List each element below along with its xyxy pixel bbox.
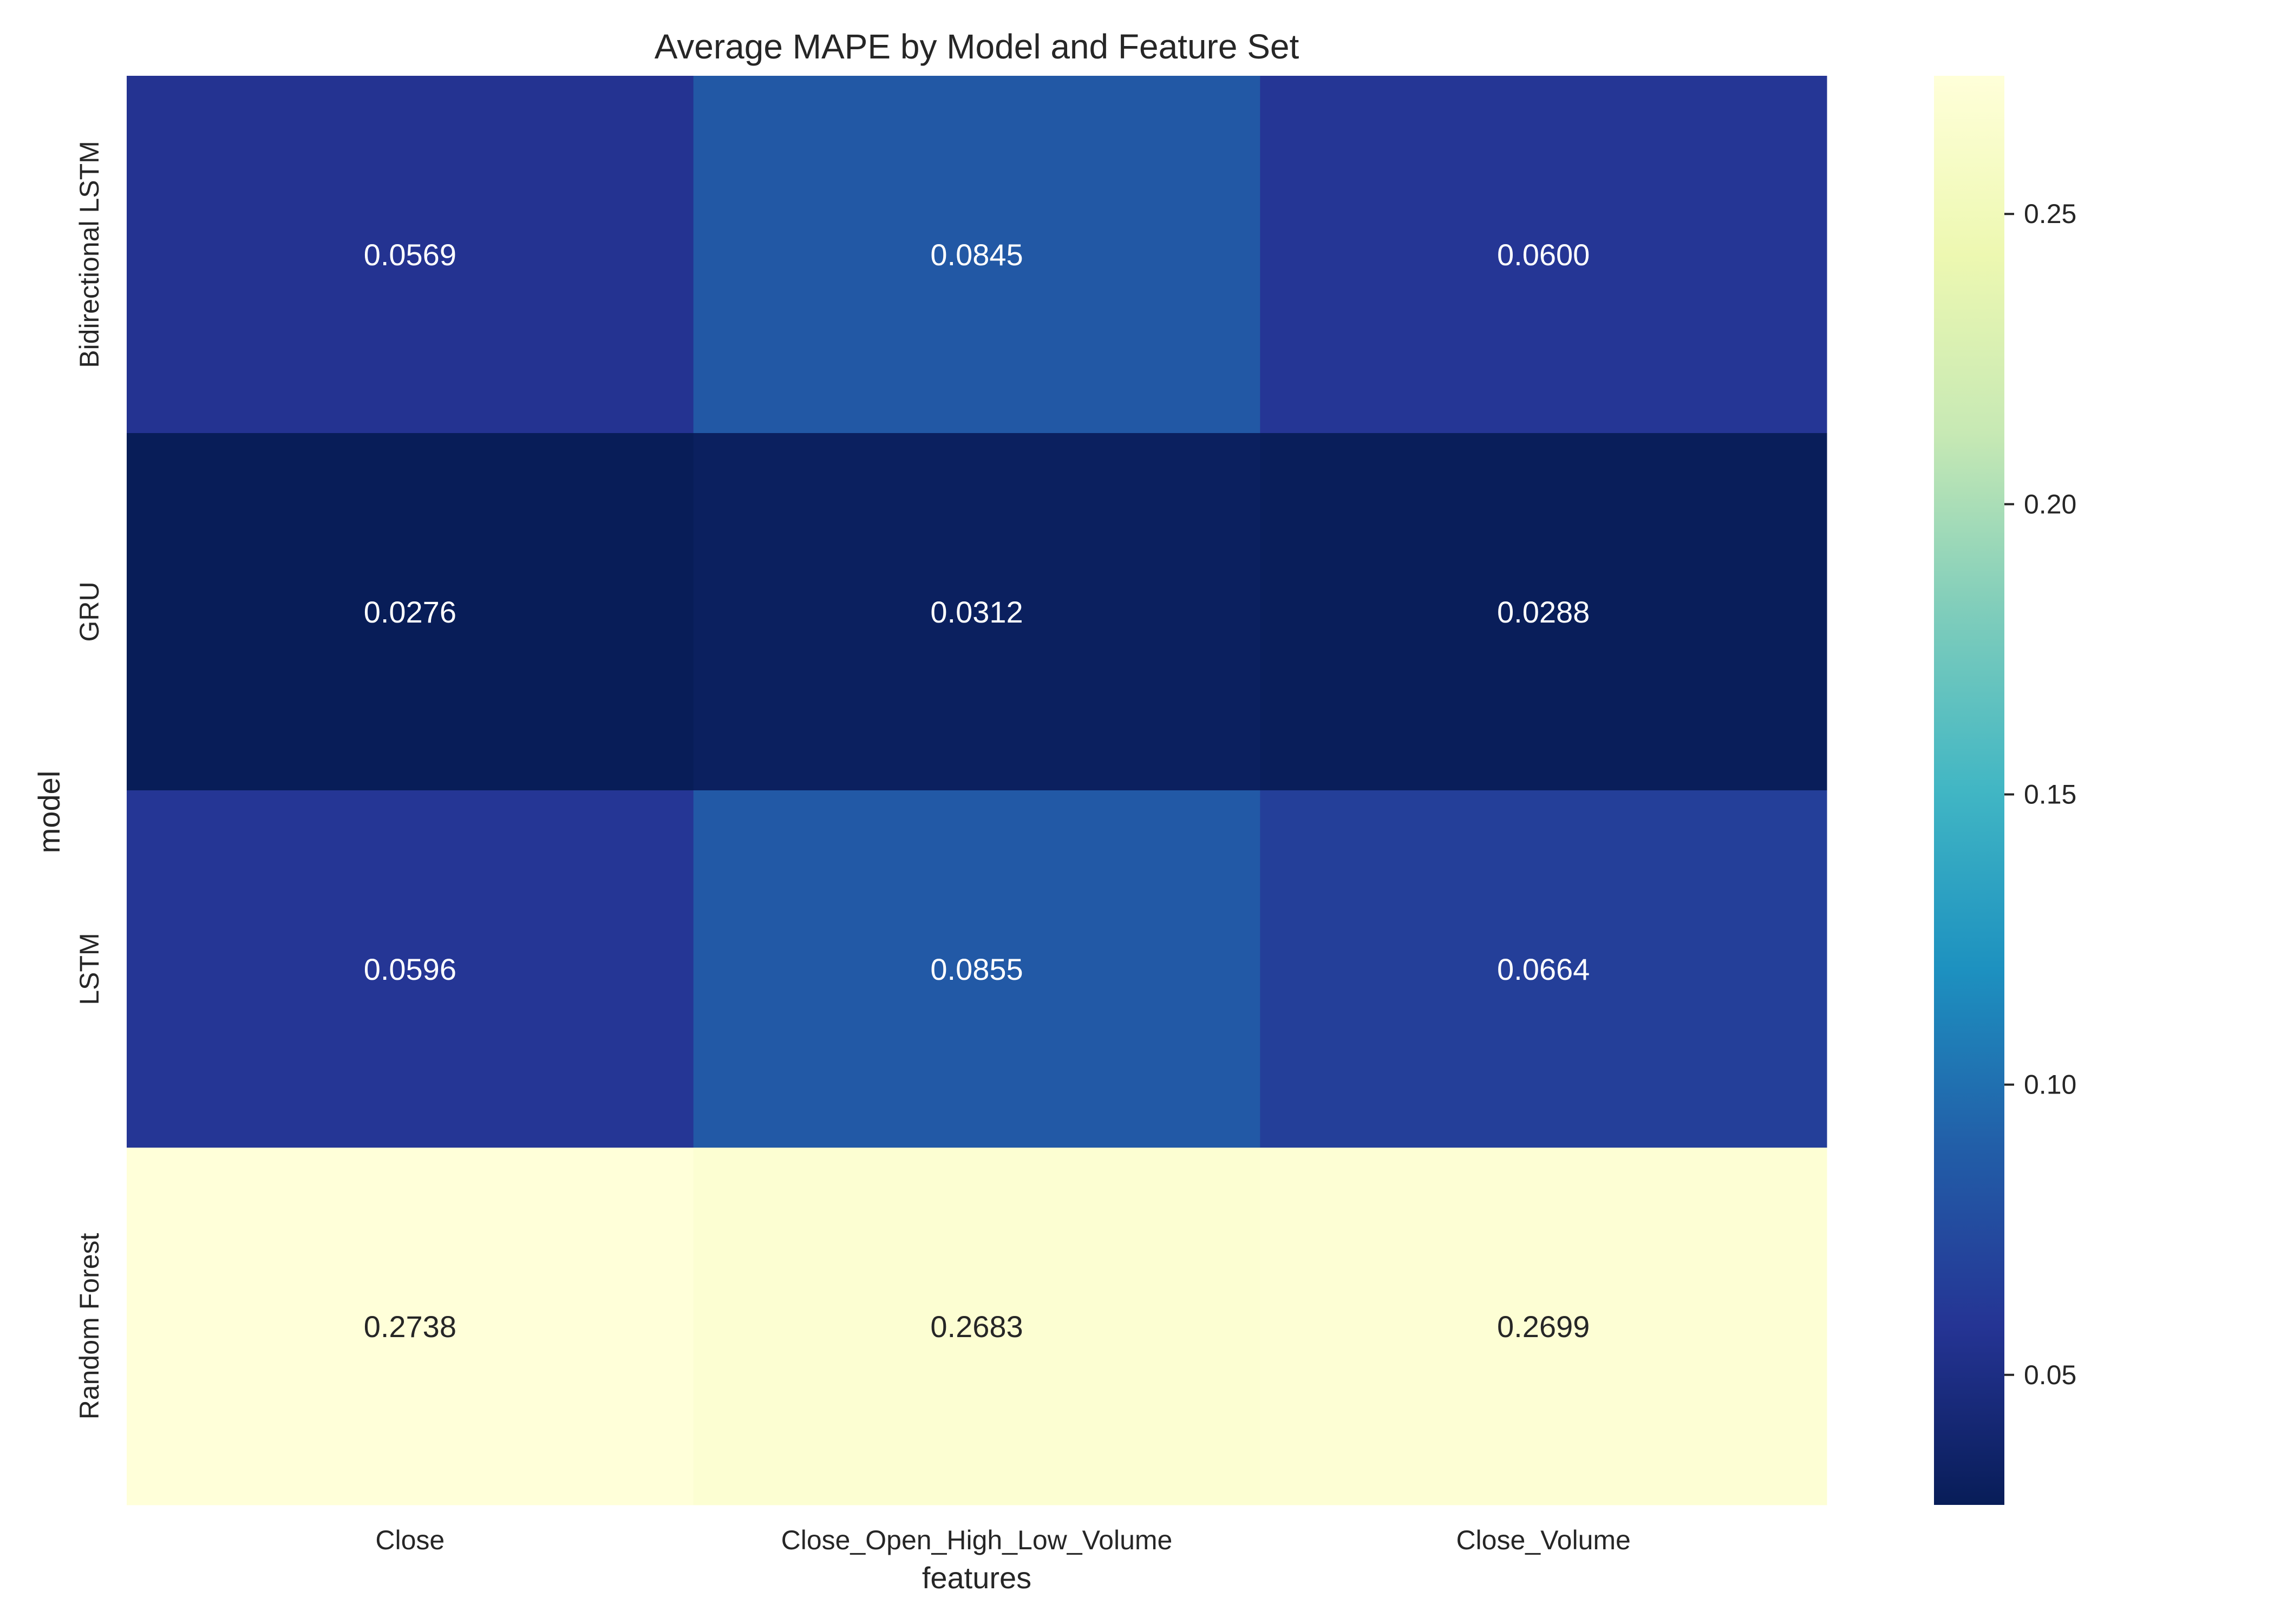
- colorbar-tick-label: 0.15: [2024, 780, 2076, 810]
- heatmap-cell: [693, 76, 1260, 434]
- x-axis-label: features: [922, 1561, 1031, 1595]
- x-tick-label: Close: [375, 1525, 445, 1555]
- cell-value-label: 0.0855: [930, 952, 1023, 986]
- cell-value-label: 0.0288: [1497, 595, 1590, 629]
- x-tick-label: Close_Volume: [1456, 1525, 1630, 1555]
- cell-value-label: 0.0312: [930, 595, 1023, 629]
- heatmap-cells: [127, 76, 1827, 1505]
- cell-value-label: 0.0596: [364, 952, 456, 986]
- x-tick-labels: Close Close_Open_High_Low_Volume Close_Vol…: [375, 1525, 1630, 1555]
- chart-title: Average MAPE by Model and Feature Set: [655, 27, 1299, 66]
- heatmap-cell: [1260, 433, 1827, 791]
- cell-value-label: 0.0664: [1497, 952, 1590, 986]
- heatmap-cell: [693, 790, 1260, 1148]
- y-tick-label: Bidirectional LSTM: [74, 141, 104, 368]
- y-tick-label: GRU: [74, 581, 104, 641]
- y-tick-label: Random Forest: [74, 1233, 104, 1420]
- heatmap-cell: [693, 1148, 1260, 1505]
- colorbar-tick-label: 0.10: [2024, 1070, 2076, 1100]
- heatmap-cell: [127, 433, 694, 791]
- heatmap-cell: [1260, 790, 1827, 1148]
- heatmap-cell: [1260, 76, 1827, 434]
- colorbar-tick-label: 0.20: [2024, 489, 2076, 519]
- heatmap-cell: [693, 433, 1260, 791]
- colorbar-tick-label: 0.25: [2024, 199, 2076, 229]
- cell-annotations: 0.0569 0.0845 0.0600 0.0276 0.0312 0.0288 0.05…: [364, 238, 1590, 1344]
- cell-value-label: 0.0276: [364, 595, 456, 629]
- y-axis-label: model: [32, 771, 66, 854]
- colorbar-tick-label: 0.05: [2024, 1360, 2076, 1390]
- cell-value-label: 0.0845: [930, 238, 1023, 272]
- cell-value-label: 0.2699: [1497, 1309, 1590, 1344]
- x-tick-label: Close_Open_High_Low_Volume: [781, 1525, 1173, 1555]
- colorbar-ticks: 0.05 0.10 0.15 0.20 0.25: [2004, 199, 2076, 1390]
- y-tick-label: LSTM: [74, 933, 104, 1005]
- heatmap-cell: [127, 790, 694, 1148]
- heatmap-cell: [127, 76, 694, 434]
- y-tick-labels: Bidirectional LSTM GRU LSTM Random Forest: [74, 141, 104, 1419]
- colorbar: [1934, 76, 2004, 1505]
- heatmap-cell: [127, 1148, 694, 1505]
- cell-value-label: 0.2738: [364, 1309, 456, 1344]
- cell-value-label: 0.2683: [930, 1309, 1023, 1344]
- cell-value-label: 0.0569: [364, 238, 456, 272]
- heatmap-cell: [1260, 1148, 1827, 1505]
- cell-value-label: 0.0600: [1497, 238, 1590, 272]
